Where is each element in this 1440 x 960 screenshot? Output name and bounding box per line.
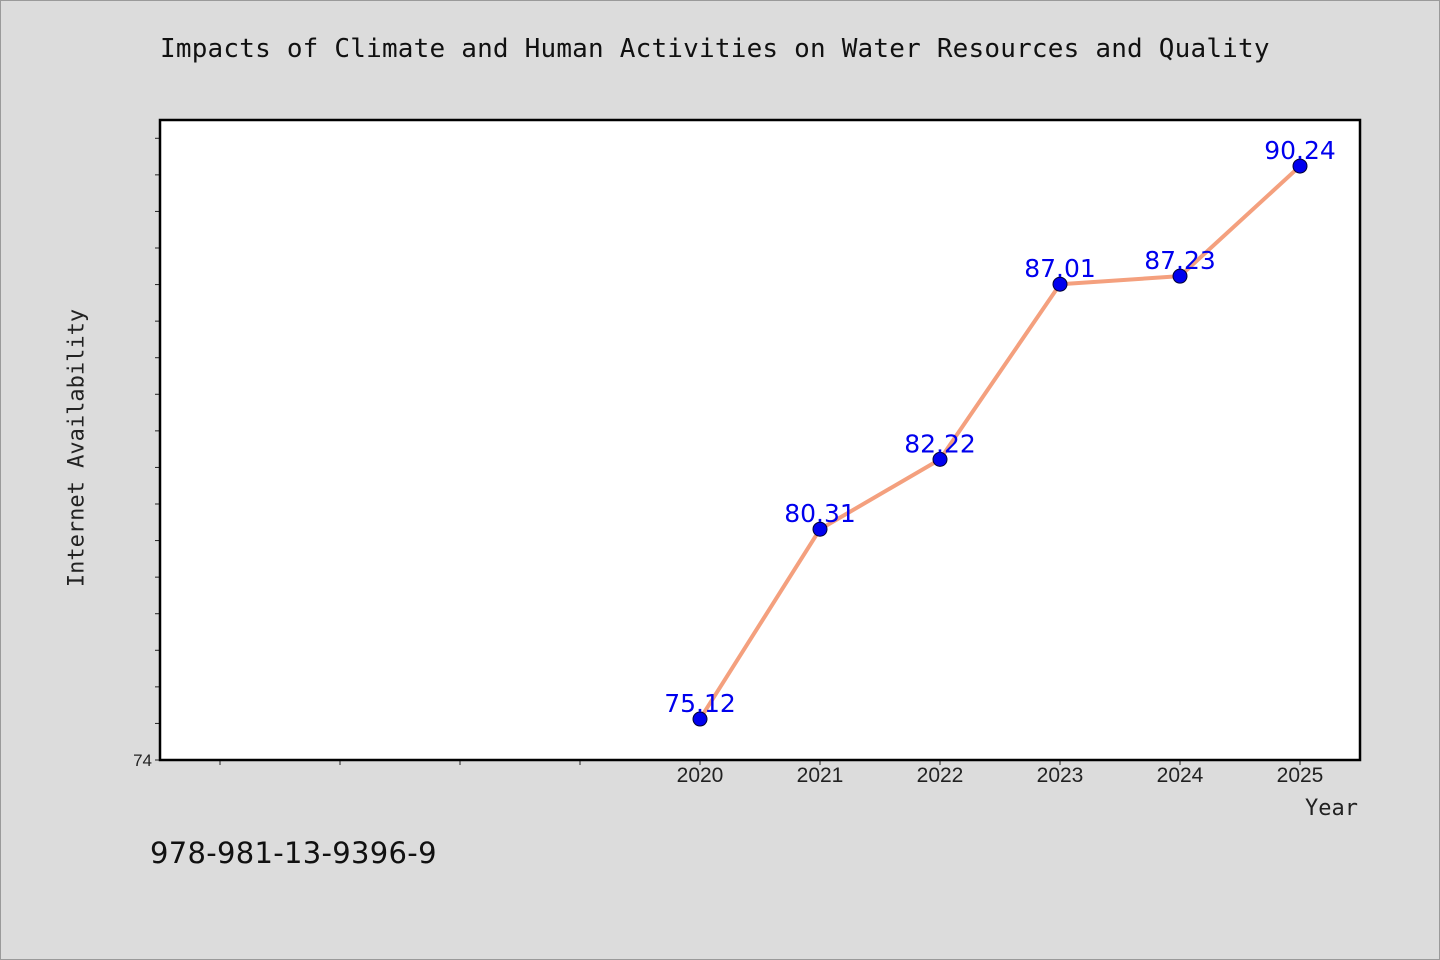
x-tick-label: 2020 bbox=[677, 764, 724, 787]
plot-area bbox=[160, 120, 1360, 760]
series-line bbox=[698, 164, 1302, 722]
data-label: 90.24 bbox=[1264, 136, 1336, 165]
data-point bbox=[1292, 158, 1308, 174]
chart-title: Impacts of Climate and Human Activities … bbox=[160, 34, 1270, 64]
data-point bbox=[1052, 276, 1068, 292]
data-label: 80.31 bbox=[784, 499, 856, 528]
plot-border bbox=[158, 118, 1362, 762]
x-tick-label: 2023 bbox=[1037, 764, 1084, 787]
data-label: 75.12 bbox=[664, 689, 736, 718]
data-point bbox=[812, 521, 828, 537]
x-tick-label: 2021 bbox=[797, 764, 844, 787]
x-axis-label: Year bbox=[1305, 796, 1358, 821]
x-tick-label: 2025 bbox=[1277, 764, 1324, 787]
data-point bbox=[1172, 268, 1188, 284]
data-label: 82.22 bbox=[904, 429, 976, 458]
y-tick-label: 74 bbox=[133, 751, 152, 770]
x-tick-label: 2022 bbox=[917, 764, 964, 787]
isbn-text: 978-981-13-9396-9 bbox=[150, 836, 437, 870]
data-label: 87.23 bbox=[1144, 246, 1216, 275]
data-label: 87.01 bbox=[1024, 254, 1096, 283]
x-tick-label: 2024 bbox=[1157, 764, 1204, 787]
data-point bbox=[932, 451, 948, 467]
data-point bbox=[692, 711, 708, 727]
